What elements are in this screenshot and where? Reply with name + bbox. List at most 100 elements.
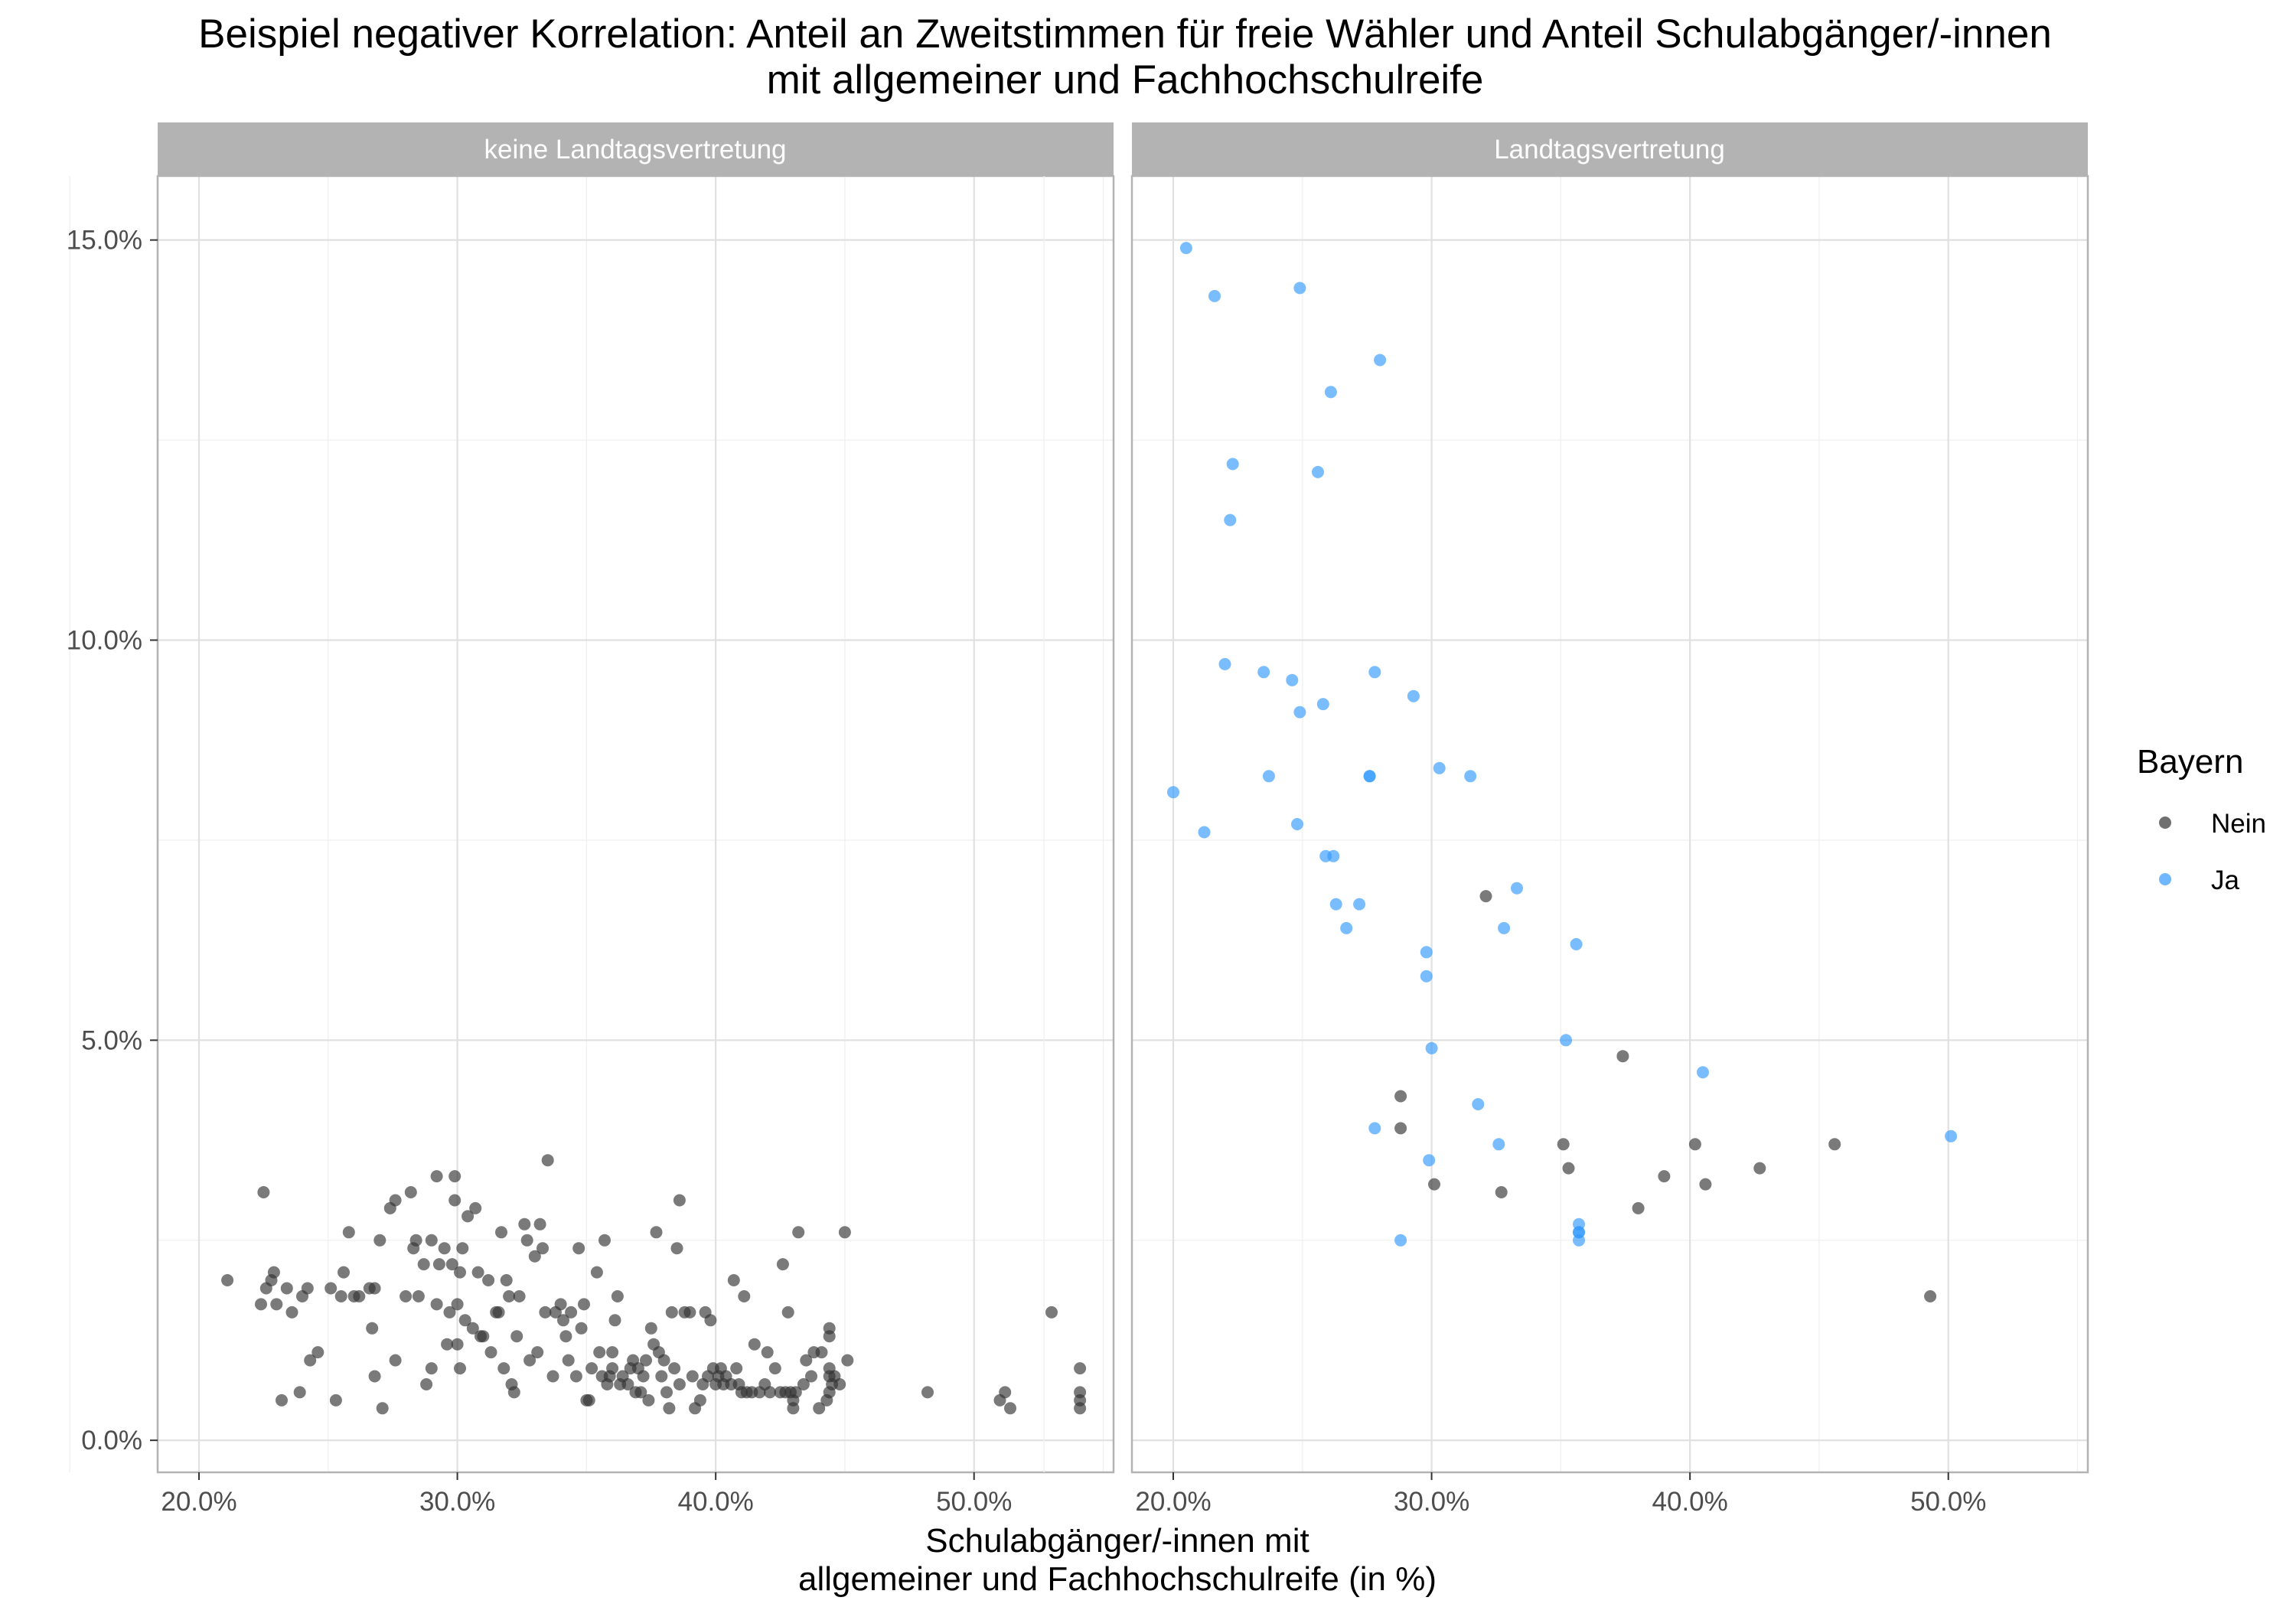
data-point-nein [673, 1194, 686, 1207]
data-point-nein [761, 1346, 774, 1359]
y-tick-label: 5.0% [81, 1025, 142, 1055]
data-point-nein [285, 1305, 298, 1319]
data-point-nein [221, 1274, 234, 1286]
data-point-nein [510, 1330, 523, 1343]
data-point-nein [781, 1305, 794, 1319]
data-point-nein [554, 1298, 567, 1311]
data-point-nein [484, 1346, 497, 1359]
data-point-nein [1074, 1402, 1087, 1415]
data-point-ja [1394, 1234, 1407, 1247]
data-point-nein [461, 1210, 475, 1223]
data-point-nein [311, 1346, 325, 1359]
x-tick-label: 20.0% [161, 1487, 236, 1517]
data-point-nein [590, 1266, 603, 1279]
data-point-ja [1262, 770, 1275, 783]
data-point-nein [492, 1305, 505, 1319]
data-point-nein [1394, 1090, 1407, 1103]
data-point-nein [559, 1330, 572, 1343]
data-point-nein [789, 1386, 802, 1399]
facet-strip-right [1132, 122, 2088, 176]
data-point-nein [1753, 1162, 1766, 1175]
data-point-ja [1363, 770, 1376, 783]
data-point-nein [389, 1354, 402, 1367]
data-point-nein [999, 1386, 1012, 1399]
data-point-nein [1632, 1201, 1645, 1214]
data-point-nein [683, 1305, 696, 1319]
data-point-nein [1479, 890, 1492, 903]
data-point-ja [1560, 1034, 1573, 1047]
data-point-ja [1327, 849, 1340, 862]
data-point-nein [637, 1370, 650, 1383]
data-point-ja [1198, 826, 1211, 839]
data-point-nein [458, 1314, 471, 1327]
data-point-nein [546, 1370, 559, 1383]
data-point-nein [523, 1354, 536, 1367]
data-point-ja [1340, 921, 1353, 934]
data-point-nein [456, 1242, 469, 1255]
data-point-nein [1688, 1138, 1701, 1151]
y-axis: 0.0% 5.0% 10.0% 15.0% [67, 226, 158, 1455]
data-point-nein [469, 1201, 482, 1214]
data-point-nein [366, 1322, 379, 1335]
data-point-ja [1511, 882, 1523, 895]
data-point-nein [257, 1186, 270, 1198]
panel-right [1043, 174, 2089, 1474]
data-point-nein [276, 1393, 288, 1407]
data-point-ja [1224, 513, 1237, 526]
data-point-nein [797, 1378, 810, 1390]
data-point-nein [430, 1170, 443, 1183]
data-point-nein [471, 1266, 484, 1279]
data-point-nein [611, 1290, 624, 1302]
data-point-ja [1167, 786, 1179, 799]
data-point-ja [1492, 1138, 1505, 1151]
x-tick-label: 30.0% [419, 1487, 495, 1517]
data-point-nein [572, 1242, 585, 1255]
data-point-nein [255, 1298, 267, 1311]
legend: Bayern Nein Ja [2137, 743, 2266, 895]
data-point-nein [373, 1234, 386, 1247]
data-point-ja [1420, 970, 1433, 983]
data-point-nein [776, 1258, 789, 1271]
data-point-nein [500, 1274, 513, 1286]
data-point-ja [1423, 1154, 1436, 1167]
x-axis-left: 20.0% 30.0% 40.0% 50.0% [161, 1472, 1012, 1517]
data-point-ja [1293, 706, 1306, 719]
x-tick-label: 40.0% [678, 1487, 754, 1517]
data-point-ja [1286, 673, 1299, 686]
data-point-ja [1208, 289, 1221, 302]
x-tick-label: 20.0% [1135, 1487, 1211, 1517]
data-point-nein [805, 1370, 817, 1383]
data-point-nein [389, 1194, 402, 1207]
data-point-nein [663, 1402, 676, 1415]
data-point-nein [325, 1282, 338, 1295]
data-point-nein [448, 1170, 461, 1183]
data-point-nein [655, 1370, 668, 1383]
data-point-ja [1312, 465, 1324, 478]
data-point-nein [409, 1234, 422, 1247]
data-point-nein [557, 1314, 569, 1327]
data-point-nein [353, 1290, 366, 1302]
legend-label-ja: Ja [2211, 865, 2240, 895]
data-point-nein [585, 1362, 598, 1375]
data-point-nein [787, 1402, 800, 1415]
panel-border [156, 174, 1115, 1474]
data-point-nein [280, 1282, 293, 1295]
data-point-nein [608, 1314, 621, 1327]
data-point-ja [1291, 818, 1303, 830]
data-point-nein [673, 1378, 686, 1390]
data-point-nein [448, 1194, 461, 1207]
data-point-nein [420, 1378, 433, 1390]
data-point-nein [267, 1266, 280, 1279]
data-point-nein [451, 1338, 464, 1351]
data-point-nein [841, 1354, 854, 1367]
data-point-nein [304, 1354, 317, 1367]
data-point-ja [1374, 354, 1387, 367]
data-point-ja [1179, 242, 1192, 255]
data-point-nein [650, 1226, 663, 1239]
x-axis-title-line-2: allgemeiner und Fachhochschulreife (in %… [798, 1560, 1437, 1598]
data-point-nein [1074, 1362, 1087, 1375]
data-point-nein [644, 1322, 657, 1335]
data-point-ja [1218, 657, 1231, 670]
data-point-nein [606, 1346, 619, 1359]
